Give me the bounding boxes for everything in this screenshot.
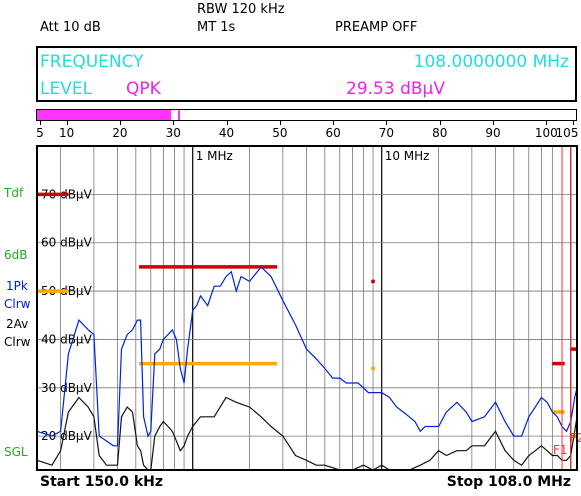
scale-tick <box>40 121 41 125</box>
y-tick-label: 40 dBµV <box>41 332 93 346</box>
scale-label: 50 <box>272 126 288 140</box>
y-tick-label: 30 dBµV <box>41 381 93 395</box>
trace1-mode: Clrw <box>4 297 31 311</box>
scale-label: 10 <box>59 126 75 140</box>
scale-tick <box>226 121 228 125</box>
scale-tick <box>386 121 388 125</box>
x-marker-label: 10 MHz <box>385 149 430 163</box>
tdf-label: Tdf <box>4 186 24 200</box>
scale-tick <box>573 121 574 125</box>
y-tick-label: 60 dBµV <box>41 236 93 250</box>
scale-tick <box>546 121 548 125</box>
trace2-detector: 2Av <box>6 317 29 331</box>
rbw-label: RBW 120 kHz <box>197 2 285 17</box>
trace-line <box>36 266 578 447</box>
measurement-time-label: MT 1s <box>197 20 236 35</box>
frequency-value: 108.0000000 MHz <box>413 52 569 72</box>
scale-label: 105 <box>555 126 579 140</box>
scale-label: 5 <box>36 126 44 140</box>
level-bar <box>36 109 577 121</box>
frequency-marker-label: F2 <box>570 431 581 445</box>
attenuation-label: Att 10 dB <box>40 20 101 35</box>
y-tick-label: 20 dBµV <box>41 429 93 443</box>
start-frequency: Start 150.0 kHz <box>40 474 164 490</box>
scale-tick <box>119 121 121 125</box>
level-bar-marker <box>178 110 181 120</box>
sweep-mode-label: SGL <box>4 445 28 459</box>
stop-frequency: Stop 108.0 MHz <box>446 474 571 490</box>
scale-label: 90 <box>485 126 501 140</box>
trace-line <box>36 396 578 471</box>
scale-label: 20 <box>112 126 128 140</box>
scale-label: 70 <box>378 126 395 140</box>
readout-panel: FREQUENCY 108.0000000 MHz LEVEL QPK 29.5… <box>36 46 577 102</box>
preamp-status: PREAMP OFF <box>335 20 418 35</box>
footer-divider <box>36 470 577 471</box>
scale-tick <box>333 121 335 125</box>
six-db-label: 6dB <box>4 248 28 262</box>
traces <box>36 266 578 471</box>
scale-tick <box>66 121 68 125</box>
scale-label: 60 <box>325 126 341 140</box>
scale-tick <box>439 121 441 125</box>
x-marker-label: 1 MHz <box>196 149 233 163</box>
scale-label: 40 <box>218 126 235 140</box>
trace1-detector: 1Pk <box>6 279 28 293</box>
limit-lines <box>37 192 577 438</box>
detector-label: QPK <box>126 79 161 99</box>
scale-tick <box>279 121 281 125</box>
level-label: LEVEL <box>40 79 93 99</box>
scale-label: 80 <box>432 126 448 140</box>
level-value: 29.53 dBµV <box>346 79 445 99</box>
scale-label: 30 <box>165 126 181 140</box>
frequency-label: FREQUENCY <box>40 52 144 72</box>
scale-tick <box>173 121 175 125</box>
scale-tick <box>493 121 495 125</box>
scale-label: 100 <box>534 126 558 140</box>
level-bar-fill <box>37 110 172 120</box>
trace2-mode: Clrw <box>4 335 31 349</box>
frequency-marker-label: F1 <box>553 443 568 457</box>
